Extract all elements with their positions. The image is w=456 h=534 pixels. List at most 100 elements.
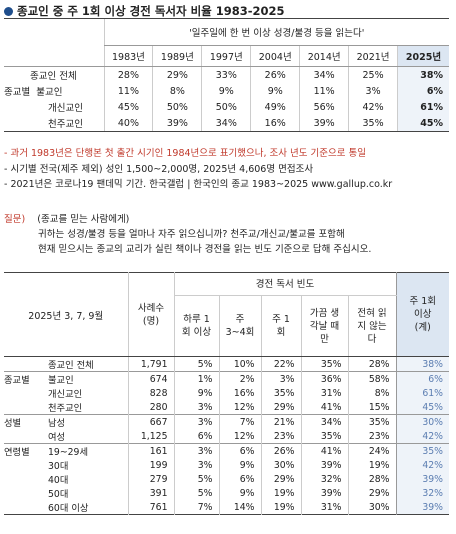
cell: 39%	[395, 500, 449, 515]
cell: 2%	[218, 371, 261, 386]
cell: 45%	[395, 400, 449, 415]
row-label: 30대	[48, 461, 69, 472]
col-header-daily: 하루 1회 이상	[173, 295, 219, 357]
cell: 38%	[397, 66, 449, 83]
cell: 36%	[300, 371, 348, 386]
cell: 42%	[348, 99, 398, 115]
cell: 42%	[395, 458, 449, 472]
cell: 39%	[300, 458, 348, 472]
count-cell: 279	[127, 472, 174, 486]
cell: 9%	[201, 83, 251, 99]
row-label: 50대	[48, 489, 69, 500]
question-label: 질문)	[4, 214, 26, 225]
group-label	[4, 472, 48, 486]
row-label: 남성	[48, 414, 128, 429]
year-header: 2021년	[348, 45, 398, 67]
year-header: 2004년	[250, 45, 300, 67]
col-header-never: 전혀 읽지 않는다	[347, 295, 396, 357]
page-title: 종교인 중 주 1회 이상 경전 독서자 비율 1983-2025	[4, 3, 285, 19]
count-cell: 674	[127, 371, 174, 386]
col-header-weekly-total: 주 1회 이상 (계)	[395, 272, 449, 357]
group-label	[4, 386, 48, 400]
cell: 19%	[260, 486, 301, 500]
cell: 5%	[173, 472, 219, 486]
cell: 39%	[299, 115, 349, 132]
count-cell: 1,791	[127, 356, 174, 372]
table-row: 여성 1,125 6% 12% 23% 35% 23% 42%	[4, 429, 449, 444]
table-row: 종교인 전체 28% 29% 33% 26% 34% 25% 38%	[4, 66, 449, 83]
cell: 7%	[218, 414, 261, 429]
cell: 19%	[260, 500, 301, 515]
cell: 3%	[260, 371, 301, 386]
group-label	[4, 400, 48, 415]
cell: 6%	[218, 443, 261, 458]
cell: 21%	[260, 414, 301, 429]
row-label: 개신교인	[48, 389, 83, 400]
cell: 34%	[201, 115, 251, 132]
row-label: 19~29세	[48, 443, 128, 458]
cell: 28%	[103, 66, 153, 83]
cell: 6%	[173, 429, 219, 444]
cell: 45%	[103, 99, 153, 115]
cell: 39%	[395, 472, 449, 486]
cell: 7%	[173, 500, 219, 515]
table-row: 30대 199 3% 9% 30% 39% 19% 42%	[4, 458, 449, 472]
question-line-1: 귀하는 성경/불경 등을 얼마나 자주 읽으십니까? 천주교/개신교/불교를 포…	[38, 229, 345, 240]
cell: 8%	[152, 83, 202, 99]
cell: 28%	[347, 472, 396, 486]
header-blank	[4, 18, 104, 46]
cell: 10%	[218, 356, 261, 372]
bullet-icon	[4, 6, 13, 16]
question-line-2: 현재 믿으시는 종교의 교리가 실린 책이나 경전을 읽는 빈도 기준으로 답해…	[38, 244, 372, 255]
table-row: 종교별 불교인 674 1% 2% 3% 36% 58% 6%	[4, 371, 449, 386]
cell: 45%	[397, 115, 449, 132]
cell: 26%	[250, 66, 300, 83]
note-1: - 과거 1983년은 단행본 첫 출간 시기인 1984년으로 표기했으나, …	[4, 148, 366, 159]
cell: 3%	[173, 414, 219, 429]
cell: 6%	[395, 371, 449, 386]
cell: 28%	[347, 356, 396, 372]
cell: 40%	[103, 115, 153, 132]
group-label	[4, 486, 48, 500]
notes: - 과거 1983년은 단행본 첫 출간 시기인 1984년으로 표기했으나, …	[4, 146, 392, 193]
year-header: 1989년	[152, 45, 202, 67]
table-row: 종교인 전체 1,791 5% 10% 22% 35% 28% 38%	[4, 356, 449, 372]
table-row: 50대 391 5% 9% 19% 39% 29% 32%	[4, 486, 449, 500]
row-label-text: 불교인	[36, 87, 63, 98]
table-row: 천주교인 40% 39% 34% 16% 39% 35% 45%	[4, 115, 449, 132]
cell: 29%	[260, 400, 301, 415]
group-header: 경전 독서 빈도	[173, 272, 396, 296]
row-label: 종교별 불교인	[4, 83, 104, 99]
cell: 34%	[299, 66, 349, 83]
table-row: 천주교인 280 3% 12% 29% 41% 15% 45%	[4, 400, 449, 415]
cell: 39%	[152, 115, 202, 132]
cell: 12%	[218, 429, 261, 444]
cell: 35%	[395, 443, 449, 458]
cell: 35%	[348, 115, 398, 132]
col-header-weekly: 주 1회	[260, 295, 301, 357]
cell: 25%	[348, 66, 398, 83]
cell: 22%	[260, 356, 301, 372]
table-row: 개신교인 45% 50% 50% 49% 56% 42% 61%	[4, 99, 449, 115]
count-cell: 391	[127, 486, 174, 500]
trend-table: '일주일에 한 번 이상 성경/불경 등을 읽는다' 1983년 1989년 1…	[4, 18, 449, 132]
title-text: 종교인 중 주 1회 이상 경전 독서자 비율 1983-2025	[17, 4, 285, 18]
table-row: 개신교인 828 9% 16% 35% 31% 8% 61%	[4, 386, 449, 400]
cell: 58%	[347, 371, 396, 386]
cell: 16%	[250, 115, 300, 132]
cell: 14%	[218, 500, 261, 515]
table-row: 성별 남성 667 3% 7% 21% 34% 35% 30%	[4, 414, 449, 429]
cell: 8%	[347, 386, 396, 400]
detail-table: 2025년 3, 7, 9월 사례수 (명) 경전 독서 빈도 주 1회 이상 …	[4, 272, 449, 515]
cell: 30%	[395, 414, 449, 429]
cell: 30%	[260, 458, 301, 472]
cell: 29%	[347, 486, 396, 500]
cell: 12%	[218, 400, 261, 415]
cell: 31%	[300, 386, 348, 400]
table-row: 연령별 19~29세 161 3% 6% 26% 41% 24% 35%	[4, 443, 449, 458]
cell: 50%	[201, 99, 251, 115]
cell: 35%	[347, 414, 396, 429]
cell: 30%	[347, 500, 396, 515]
cell: 9%	[218, 458, 261, 472]
cell: 31%	[300, 500, 348, 515]
